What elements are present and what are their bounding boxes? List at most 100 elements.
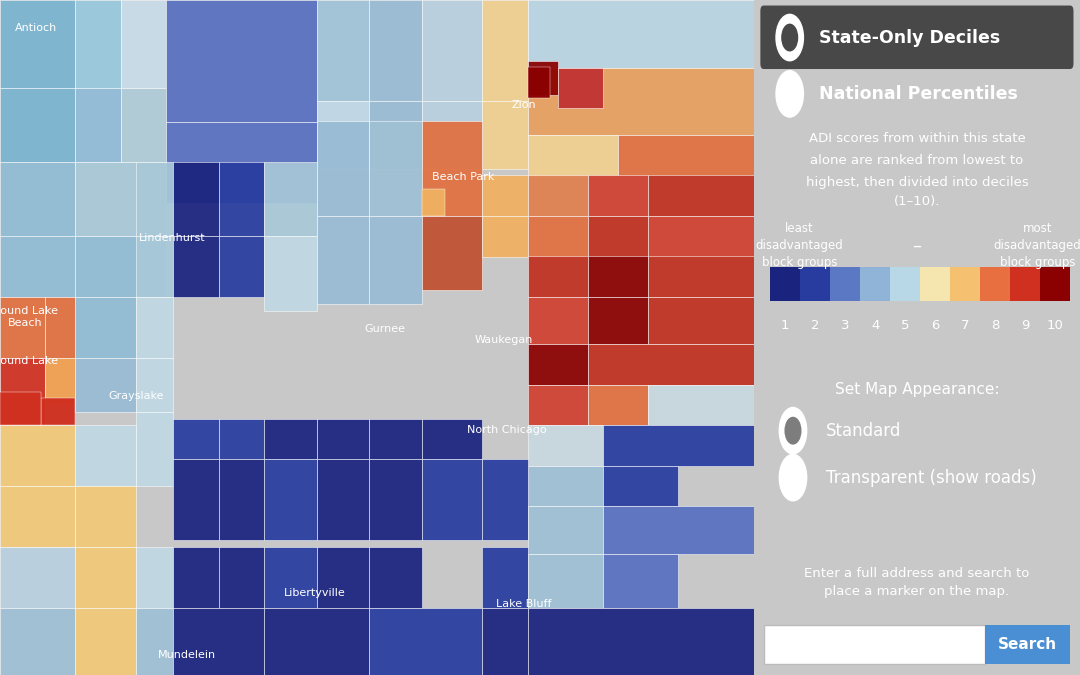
Bar — [369, 122, 422, 216]
Bar — [76, 0, 121, 88]
Bar — [588, 385, 648, 425]
Text: alone are ranked from lowest to: alone are ranked from lowest to — [810, 154, 1024, 167]
Bar — [264, 418, 316, 459]
Text: 2: 2 — [811, 319, 820, 332]
Bar — [76, 88, 121, 162]
Bar — [0, 547, 76, 608]
Bar — [528, 466, 603, 506]
Text: Set Map Appearance:: Set Map Appearance: — [835, 382, 999, 397]
Text: State-Only Deciles: State-Only Deciles — [819, 28, 1000, 47]
Text: 1: 1 — [781, 319, 789, 332]
Bar — [369, 418, 422, 459]
Text: National Percentiles: National Percentiles — [819, 85, 1018, 103]
Text: Lindenhurst: Lindenhurst — [138, 233, 205, 242]
Bar — [264, 608, 369, 675]
Text: Round Lake
Beach: Round Lake Beach — [0, 306, 58, 328]
Bar — [76, 425, 136, 486]
Bar — [528, 608, 754, 675]
Text: Waukegan: Waukegan — [474, 335, 532, 345]
Bar — [316, 216, 369, 304]
Bar — [45, 358, 76, 405]
Bar — [218, 236, 264, 297]
Bar — [174, 608, 264, 675]
Bar — [218, 162, 264, 236]
Text: Gurnee: Gurnee — [364, 325, 405, 334]
Bar — [603, 466, 678, 506]
Bar — [648, 256, 754, 297]
Bar — [558, 68, 603, 108]
Text: least
disadvantaged
block groups: least disadvantaged block groups — [756, 222, 843, 269]
Bar — [528, 176, 588, 216]
Bar — [0, 608, 76, 675]
Circle shape — [777, 71, 804, 117]
Bar — [1010, 267, 1040, 301]
Text: Search: Search — [998, 637, 1057, 652]
Bar — [264, 547, 316, 608]
Bar — [218, 547, 264, 608]
Bar — [528, 0, 754, 68]
Bar — [76, 236, 166, 297]
Bar — [422, 189, 445, 216]
Bar — [316, 0, 369, 101]
Bar — [648, 176, 754, 216]
Text: 8: 8 — [991, 319, 999, 332]
Bar — [648, 216, 754, 256]
Text: (1–10).: (1–10). — [894, 195, 940, 208]
Bar — [121, 0, 166, 88]
Bar — [0, 162, 76, 236]
Bar — [588, 344, 754, 385]
Bar — [483, 101, 528, 169]
Bar — [528, 425, 603, 466]
Bar — [136, 236, 174, 297]
Bar — [369, 101, 422, 169]
Bar — [648, 385, 754, 425]
Text: Standard: Standard — [825, 422, 901, 439]
Text: 10: 10 — [1047, 319, 1064, 332]
Bar — [422, 459, 483, 540]
Bar — [174, 162, 218, 236]
Bar — [76, 162, 166, 236]
Bar — [76, 486, 136, 547]
Bar — [136, 412, 174, 486]
Bar — [588, 216, 648, 256]
Bar — [264, 459, 316, 540]
Bar — [76, 547, 136, 608]
Circle shape — [777, 14, 804, 61]
Bar — [422, 122, 483, 216]
Bar — [369, 216, 422, 304]
Text: ADI scores from within this state: ADI scores from within this state — [809, 132, 1025, 144]
Bar — [483, 547, 528, 608]
Bar — [483, 216, 528, 256]
Bar — [76, 297, 136, 358]
Bar — [369, 0, 422, 101]
Bar — [264, 162, 316, 236]
Bar — [0, 297, 45, 358]
Bar — [76, 608, 136, 675]
Bar — [174, 418, 218, 459]
Circle shape — [780, 408, 807, 454]
Bar — [588, 256, 648, 297]
Bar — [528, 216, 588, 256]
FancyBboxPatch shape — [985, 624, 1070, 664]
Bar — [0, 392, 41, 425]
Text: Beach Park: Beach Park — [432, 172, 495, 182]
Bar — [136, 608, 174, 675]
Text: –: – — [913, 237, 921, 254]
Text: North Chicago: North Chicago — [467, 425, 546, 435]
Bar — [76, 358, 136, 412]
Bar — [528, 554, 603, 608]
Bar — [483, 176, 528, 216]
Bar — [316, 101, 369, 169]
Bar — [618, 135, 754, 176]
Text: Lake Bluff: Lake Bluff — [496, 599, 552, 609]
Bar — [422, 101, 483, 169]
Bar — [528, 506, 603, 554]
Bar — [890, 267, 920, 301]
Text: Enter a full address and search to
place a marker on the map.: Enter a full address and search to place… — [805, 568, 1029, 598]
Bar — [316, 459, 369, 540]
Text: Antioch: Antioch — [15, 24, 57, 33]
Bar — [0, 0, 76, 88]
Bar — [166, 0, 316, 122]
Bar — [648, 297, 754, 344]
Circle shape — [780, 454, 807, 501]
